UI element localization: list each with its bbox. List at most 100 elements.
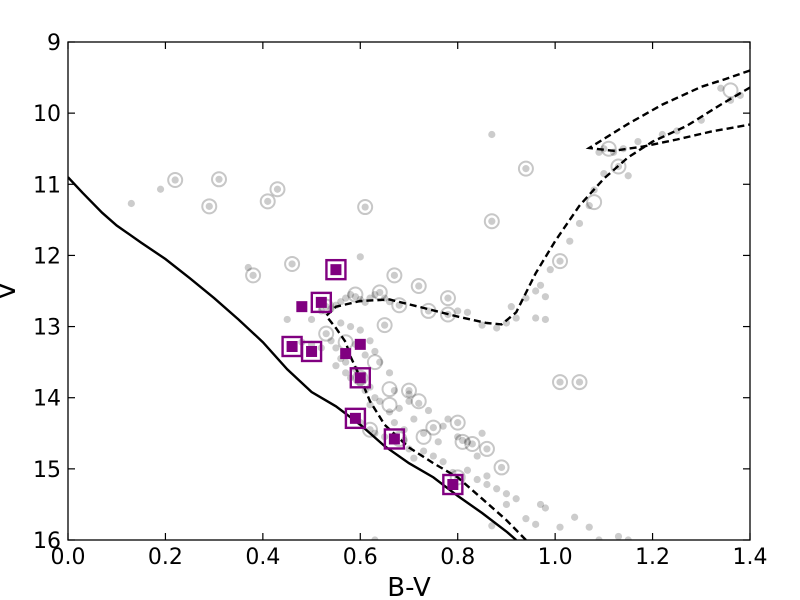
field-star-point [410,454,418,462]
field-star-point [512,495,520,503]
member-square [340,348,352,360]
field-star-point [502,500,511,509]
field-star-point [566,237,574,245]
field-star-point [385,408,394,416]
field-star-point [439,458,447,466]
field-star-point [342,358,350,366]
field-star-point [444,415,452,423]
y-tick-label: 14 [33,387,61,412]
field-star-ring [245,267,262,284]
field-star-point [385,369,394,377]
field-star-ring [552,374,569,391]
y-tick-label: 9 [47,31,61,56]
member-square [315,296,327,308]
field-star-point [541,504,550,512]
field-star-point [488,130,496,139]
field-star-point [405,397,413,405]
field-star-point [454,307,462,315]
field-star-point [390,387,398,395]
field-star-point [327,337,335,345]
field-star-point [512,314,520,322]
field-star-point [458,436,467,444]
field-star-point [361,203,369,211]
field-star-ring [586,194,603,211]
field-star-point [156,185,165,193]
plot-frame [67,41,751,541]
field-star-point [215,175,223,183]
field-star-point [346,290,355,299]
field-star-point [536,500,545,509]
axis-ticks: 0.0 0.2 0.4 0.6 0.8 1.0 1.2 1.4 9 10 11 12 13 14 15 16 [33,31,768,570]
field-star-point [556,257,564,265]
field-star-ring [376,317,393,334]
field-star-ring [318,325,335,342]
field-star-point [356,253,364,261]
field-star-point [371,536,379,540]
field-star-ring [401,382,417,399]
x-tick-label: 1.0 [538,545,573,570]
field-star-point [614,532,623,540]
field-star-point [337,298,345,306]
member-square [296,301,308,313]
field-star-point [264,197,272,205]
member-square [306,345,318,357]
field-star-point [726,96,735,104]
field-star-point [307,315,316,324]
x-tick-label: 0.6 [343,545,378,570]
field-star-ring [610,158,627,175]
field-star-point [337,319,345,327]
field-star-point [478,321,486,329]
field-star-ring [381,381,398,398]
member-box [383,428,406,450]
field-star-point [488,217,496,225]
field-star-point [361,351,369,359]
field-star-ring [410,393,427,410]
field-star-ring [464,435,481,452]
y-tick-label: 15 [33,458,61,483]
field-star-point [571,513,579,521]
field-star-point [405,387,413,395]
field-star-point [463,438,472,446]
field-star-point [366,337,374,345]
field-star-point [273,185,282,193]
isochrone-line [324,86,750,540]
field-star-point [420,447,428,455]
field-star-ring [386,267,403,284]
field-star-point [532,314,540,322]
field-star-point [575,378,584,386]
field-star-ring [259,193,276,210]
field-star-point [127,199,135,208]
field-star-ring [449,414,466,431]
x-tick-label: 1.2 [635,545,670,570]
field-star-point [634,138,642,146]
field-star-point [624,536,632,540]
field-star-point [429,452,437,460]
member-square [349,412,361,424]
field-star-point [463,308,472,316]
field-star-point [717,84,725,92]
field-star-point [483,472,491,480]
field-star-point [356,326,364,334]
field-star-point [390,419,398,427]
field-star-point [415,399,423,408]
field-star-point [546,266,554,274]
field-star-point [405,390,413,398]
field-star-point [522,294,530,302]
field-star-ring [269,181,286,198]
field-star-point [507,303,515,311]
field-star-ring [410,278,427,295]
y-tick-label: 10 [33,102,61,127]
field-star-point [420,429,428,437]
field-star-point [502,490,511,498]
field-star-point [288,260,296,268]
field-star-point [478,429,486,437]
field-star-point [342,369,350,377]
field-star-ring [362,421,379,438]
field-star-ring [493,459,510,476]
field-star-point [522,165,530,173]
field-star-point [405,445,413,453]
field-star-point [556,523,564,531]
x-tick-label: 1.4 [733,545,768,570]
y-tick-label: 13 [33,316,61,341]
